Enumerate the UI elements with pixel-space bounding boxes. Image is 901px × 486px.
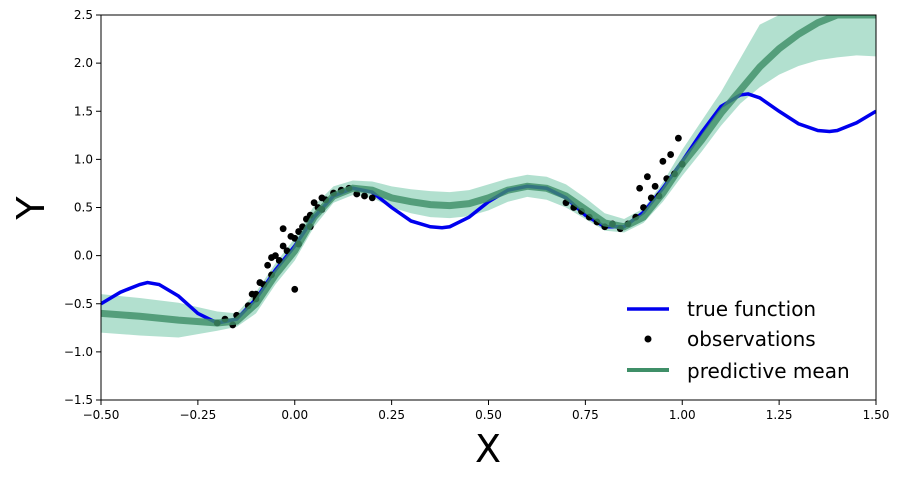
observation-point	[667, 151, 675, 158]
legend: true function observations predictive me…	[627, 297, 850, 383]
observation-point	[636, 184, 644, 192]
x-tick-label: 1.00	[669, 408, 696, 422]
x-tick-label: −0.50	[83, 408, 120, 422]
x-tick-label: 1.25	[766, 408, 793, 422]
observation-point	[291, 234, 299, 242]
x-tick-label: 1.50	[863, 408, 890, 422]
legend-label-observations: observations	[687, 327, 816, 351]
observation-point	[275, 257, 283, 264]
observation-point	[647, 194, 655, 202]
observation-point	[295, 228, 303, 235]
observation-point	[353, 190, 361, 198]
observation-point	[264, 261, 272, 269]
x-tick-label: −0.25	[179, 408, 216, 422]
predictive-band	[101, 15, 876, 338]
x-tick-label: 0.75	[572, 408, 599, 422]
observation-point	[279, 225, 287, 233]
x-tick-label: 0.00	[281, 408, 308, 422]
y-axis: −1.5 −1.0 −0.5 0.0 0.5 1.0 1.5 2.0 2.5	[64, 8, 101, 407]
observation-point	[256, 279, 264, 286]
observation-point	[361, 192, 368, 200]
observation-point	[651, 182, 659, 190]
observation-point	[368, 194, 376, 202]
legend-label-predictive-mean: predictive mean	[687, 359, 850, 383]
observation-point	[674, 134, 682, 142]
y-tick-label: 0.5	[74, 201, 93, 215]
observation-point	[283, 247, 291, 255]
x-tick-label: 0.25	[378, 408, 405, 422]
observation-point	[643, 173, 651, 181]
legend-label-true-function: true function	[687, 297, 816, 321]
y-tick-label: −1.0	[64, 345, 93, 359]
x-axis-label: X	[475, 427, 501, 471]
observation-point	[268, 254, 275, 261]
observation-point	[640, 204, 647, 211]
y-tick-label: 1.5	[74, 104, 93, 118]
y-tick-label: 0.0	[74, 249, 93, 263]
x-tick-label: 0.50	[475, 408, 502, 422]
y-tick-label: 1.0	[74, 152, 93, 166]
x-axis: −0.50 −0.25 0.00 0.25 0.50 0.75 1.00 1.25 1.50	[83, 400, 890, 422]
observation-point	[279, 242, 287, 250]
predictive-mean-line	[101, 15, 876, 327]
y-axis-label: Y	[9, 196, 53, 221]
legend-marker-observations	[644, 335, 652, 343]
observation-point	[310, 199, 318, 207]
y-tick-label: 2.0	[74, 56, 93, 70]
observation-point	[659, 157, 667, 165]
y-tick-label: 2.5	[74, 8, 93, 22]
plot-layer	[101, 15, 876, 338]
observation-point	[291, 285, 299, 293]
y-tick-label: −1.5	[64, 393, 93, 407]
y-tick-label: −0.5	[64, 297, 93, 311]
